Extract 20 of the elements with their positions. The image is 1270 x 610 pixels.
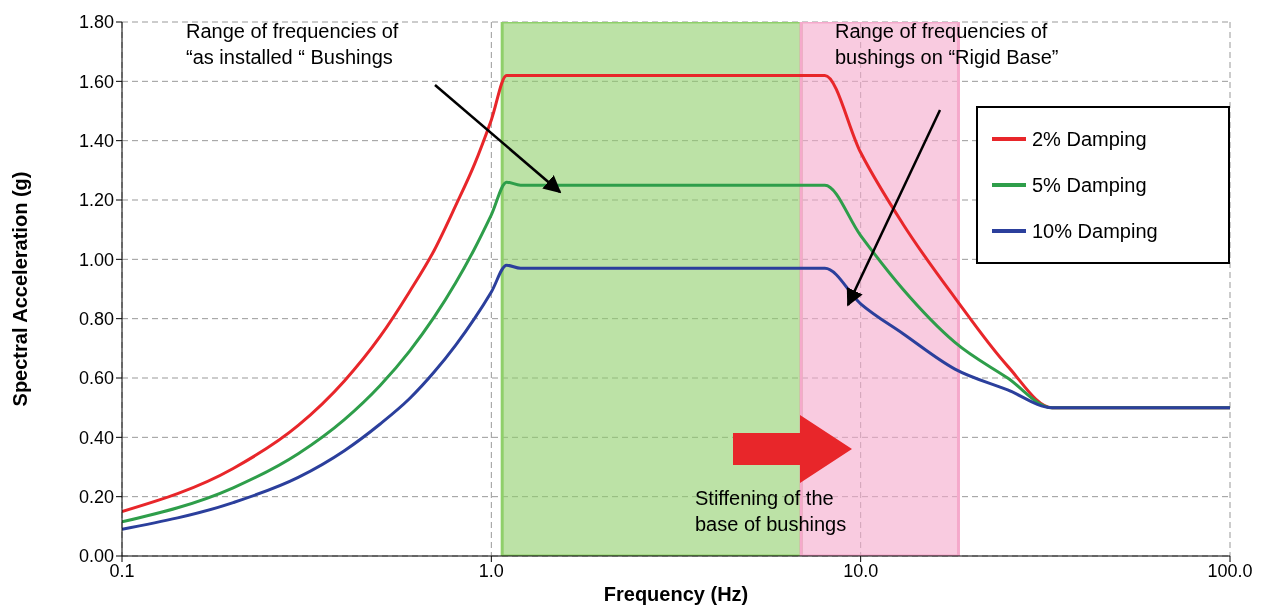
y-tick-label: 1.40 xyxy=(78,131,114,152)
y-tick-label: 0.60 xyxy=(78,368,114,389)
y-tick-label: 1.20 xyxy=(78,190,114,211)
legend-label: 2% Damping xyxy=(1032,127,1147,151)
y-tick-label: 1.60 xyxy=(78,71,114,92)
annotation: Stiffening of the base of bushings xyxy=(695,486,847,537)
x-axis-title: Frequency (Hz) xyxy=(602,582,750,606)
annotation: Range of frequencies of bushings on “Rigid Base” xyxy=(835,19,1059,70)
x-tick-label: 100.0 xyxy=(1207,560,1253,581)
x-tick-label: 10.0 xyxy=(843,560,879,581)
y-tick-label: 0.20 xyxy=(78,487,114,508)
legend-label: 10% Damping xyxy=(1032,219,1158,243)
y-axis-title: Spectral Acceleration (g) xyxy=(9,171,32,407)
y-tick-label: 1.80 xyxy=(78,12,114,33)
legend-label: 5% Damping xyxy=(1032,173,1147,197)
y-tick-label: 1.00 xyxy=(78,249,114,270)
annotation: Range of frequencies of “as installed “ Bushings xyxy=(186,19,399,70)
y-tick-label: 0.40 xyxy=(78,427,114,448)
x-tick-label: 1.0 xyxy=(478,560,504,581)
y-tick-label: 0.80 xyxy=(78,309,114,330)
